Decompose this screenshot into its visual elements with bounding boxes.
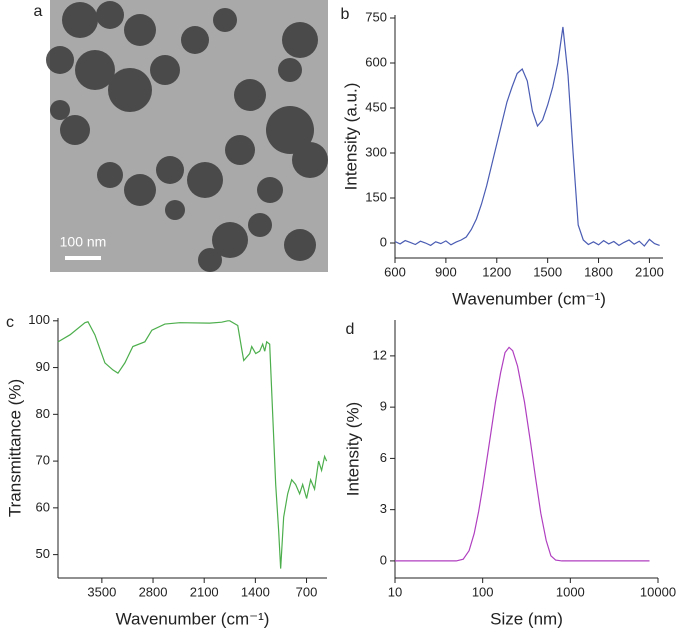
x-tick-label: 2100: [190, 584, 219, 599]
y-tick-label: 0: [380, 234, 387, 249]
x-tick-label: 10: [388, 584, 402, 599]
y-tick-label: 80: [36, 406, 50, 421]
y-tick-label: 600: [365, 54, 387, 69]
y-tick-label: 3: [380, 501, 387, 516]
x-tick-label: 100: [472, 584, 494, 599]
x-tick-label: 1800: [584, 264, 613, 279]
y-tick-label: 50: [36, 546, 50, 561]
x-tick-label: 10000: [640, 584, 676, 599]
x-tick-label: 3500: [87, 584, 116, 599]
x-axis-label: Wavenumber (cm⁻¹): [116, 609, 270, 628]
y-axis-label: Intensity (a.u.): [341, 83, 360, 191]
particles: [46, 1, 328, 272]
y-tick-label: 90: [36, 359, 50, 374]
y-tick-label: 300: [365, 144, 387, 159]
x-axis-label: Wavenumber (cm⁻¹): [452, 289, 606, 308]
panel-label: c: [6, 314, 14, 331]
panel-label: a: [34, 3, 43, 20]
x-tick-label: 2100: [635, 264, 664, 279]
data-line: [57, 320, 328, 569]
x-tick-label: 1000: [556, 584, 585, 599]
x-axis-label: Size (nm): [490, 609, 563, 628]
x-tick-label: 1400: [241, 584, 270, 599]
y-tick-label: 150: [365, 189, 387, 204]
panel-label: b: [341, 6, 350, 23]
data-line: [395, 346, 650, 562]
x-tick-label: 600: [384, 264, 406, 279]
x-tick-label: 1200: [482, 264, 511, 279]
y-tick-label: 100: [28, 312, 50, 327]
y-tick-label: 60: [36, 499, 50, 514]
x-tick-label: 2800: [139, 584, 168, 599]
scale-bar-label: 100 nm: [60, 234, 107, 250]
y-tick-label: 70: [36, 453, 50, 468]
y-tick-label: 450: [365, 99, 387, 114]
y-axis-label: Intensity (%): [343, 402, 362, 496]
x-tick-label: 900: [435, 264, 457, 279]
data-line: [394, 26, 660, 247]
y-axis-label: Transmittance (%): [5, 379, 24, 517]
scale-bar: [65, 256, 101, 260]
y-tick-label: 9: [380, 399, 387, 414]
y-tick-label: 750: [365, 9, 387, 24]
x-tick-label: 1500: [533, 264, 562, 279]
x-tick-label: 700: [296, 584, 318, 599]
y-tick-label: 12: [373, 347, 387, 362]
tem-image: 100 nm: [46, 0, 328, 272]
y-tick-label: 0: [380, 552, 387, 567]
panel-label: d: [346, 321, 355, 338]
y-tick-label: 6: [380, 450, 387, 465]
